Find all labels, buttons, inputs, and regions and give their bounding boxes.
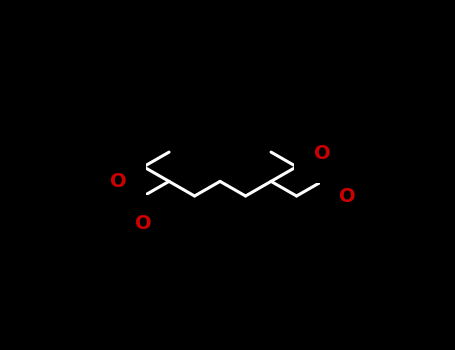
Text: O: O (110, 172, 126, 191)
Text: O: O (314, 144, 330, 163)
Text: O: O (339, 187, 356, 205)
Text: O: O (135, 214, 152, 233)
